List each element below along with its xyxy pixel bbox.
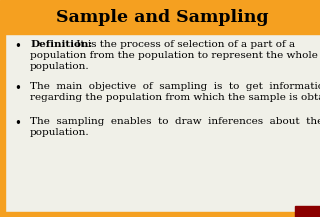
Text: population.: population. [30,128,90,137]
Text: population from the population to represent the whole: population from the population to repres… [30,51,318,60]
Bar [5,0,320,34]
Bar [295,206,320,217]
Text: It is the process of selection of a part of a: It is the process of selection of a part… [73,40,295,49]
Text: Definition:: Definition: [30,40,92,49]
Text: •: • [14,40,21,53]
Text: population.: population. [30,62,90,71]
Text: •: • [14,82,21,95]
Text: •: • [14,117,21,130]
Text: Sample and Sampling: Sample and Sampling [56,8,268,26]
Text: regarding the population from which the sample is obtained.: regarding the population from which the … [30,93,320,102]
Bar [5,212,320,217]
Bar [0,0,5,217]
Text: The  sampling  enables  to  draw  inferences  about  the  whole: The sampling enables to draw inferences … [30,117,320,126]
Text: The  main  objective  of  sampling  is  to  get  information: The main objective of sampling is to get… [30,82,320,91]
